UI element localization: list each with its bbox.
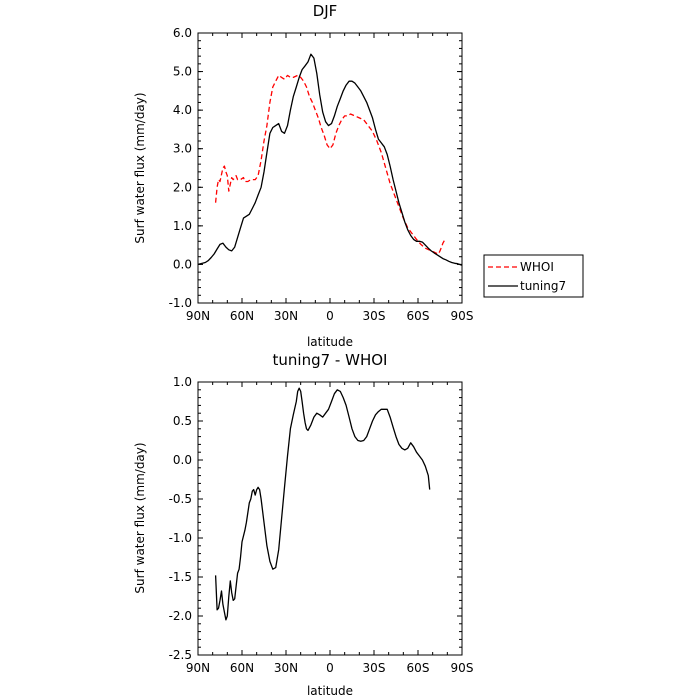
bottom-x-tick-label: 30S (363, 661, 386, 675)
top-y-tick-label: 0.0 (173, 257, 192, 271)
top-series-line-whoi (214, 74, 445, 255)
bottom-x-tick-label: 60N (230, 661, 254, 675)
top-x-tick-label: 30S (363, 309, 386, 323)
bottom-series-lines (214, 387, 431, 621)
bottom-panel: tuning7 - WHOI 90N 60N 30N 0 30S 60S 90S -2.5 -2… (133, 351, 473, 698)
top-y-axis-label: Surf water flux (mm/day) (133, 92, 147, 243)
legend: WHOI tuning7 (483, 254, 584, 298)
bottom-x-axis-label: latitude (307, 684, 353, 698)
bottom-x-tick-label: 30N (274, 661, 298, 675)
bottom-y-tick-label: -1.0 (169, 531, 192, 545)
bottom-series-line-difference (214, 387, 431, 621)
top-y-tick-label: 2.0 (173, 180, 192, 194)
top-x-tick-label: 60N (230, 309, 254, 323)
bottom-chart-title: tuning7 - WHOI (273, 351, 388, 369)
top-chart-title: DJF (313, 2, 338, 20)
bottom-y-tick-label: 0.0 (173, 453, 192, 467)
bottom-axis-ticks: 90N 60N 30N 0 30S 60S 90S -2.5 -2.0 -1.5 -1.0 -0.5 0… (169, 375, 474, 675)
bottom-y-axis-label: Surf water flux (mm/day) (133, 442, 147, 593)
bottom-x-tick-label: 0 (326, 661, 334, 675)
top-x-tick-label: 90N (186, 309, 210, 323)
legend-label-tuning7: tuning7 (520, 279, 566, 293)
bottom-x-tick-label: 90S (451, 661, 474, 675)
bottom-y-tick-label: -2.0 (169, 609, 192, 623)
top-plot-frame (197, 32, 463, 304)
bottom-y-tick-label: -1.5 (169, 570, 192, 584)
top-y-tick-label: 3.0 (173, 142, 192, 156)
legend-label-whoi: WHOI (520, 260, 554, 274)
top-series-line-tuning7 (197, 53, 463, 266)
top-y-tick-label: 5.0 (173, 65, 192, 79)
bottom-x-tick-label: 90N (186, 661, 210, 675)
bottom-y-tick-label: 1.0 (173, 375, 192, 389)
top-y-tick-label: 4.0 (173, 103, 192, 117)
top-x-tick-label: 90S (451, 309, 474, 323)
top-y-tick-label: 6.0 (173, 26, 192, 40)
top-panel: DJF 90N 60N 30N 0 30S 60S 90S -1.0 0.0 1.0 2.0 3.0 4… (133, 2, 473, 349)
top-x-tick-label: 0 (326, 309, 334, 323)
top-x-tick-label: 30N (274, 309, 298, 323)
top-series-lines (197, 53, 463, 266)
top-axis-ticks: 90N 60N 30N 0 30S 60S 90S -1.0 0.0 1.0 2.0 3.0 4.0 5.… (169, 26, 474, 323)
top-x-axis-label: latitude (307, 335, 353, 349)
bottom-x-tick-label: 60S (407, 661, 430, 675)
top-y-tick-label: -1.0 (169, 296, 192, 310)
top-y-tick-label: 1.0 (173, 219, 192, 233)
top-x-tick-label: 60S (407, 309, 430, 323)
bottom-y-tick-label: -2.5 (169, 648, 192, 662)
bottom-y-tick-label: 0.5 (173, 414, 192, 428)
legend-box (483, 254, 584, 298)
bottom-y-tick-label: -0.5 (169, 492, 192, 506)
bottom-plot-frame (197, 381, 463, 656)
